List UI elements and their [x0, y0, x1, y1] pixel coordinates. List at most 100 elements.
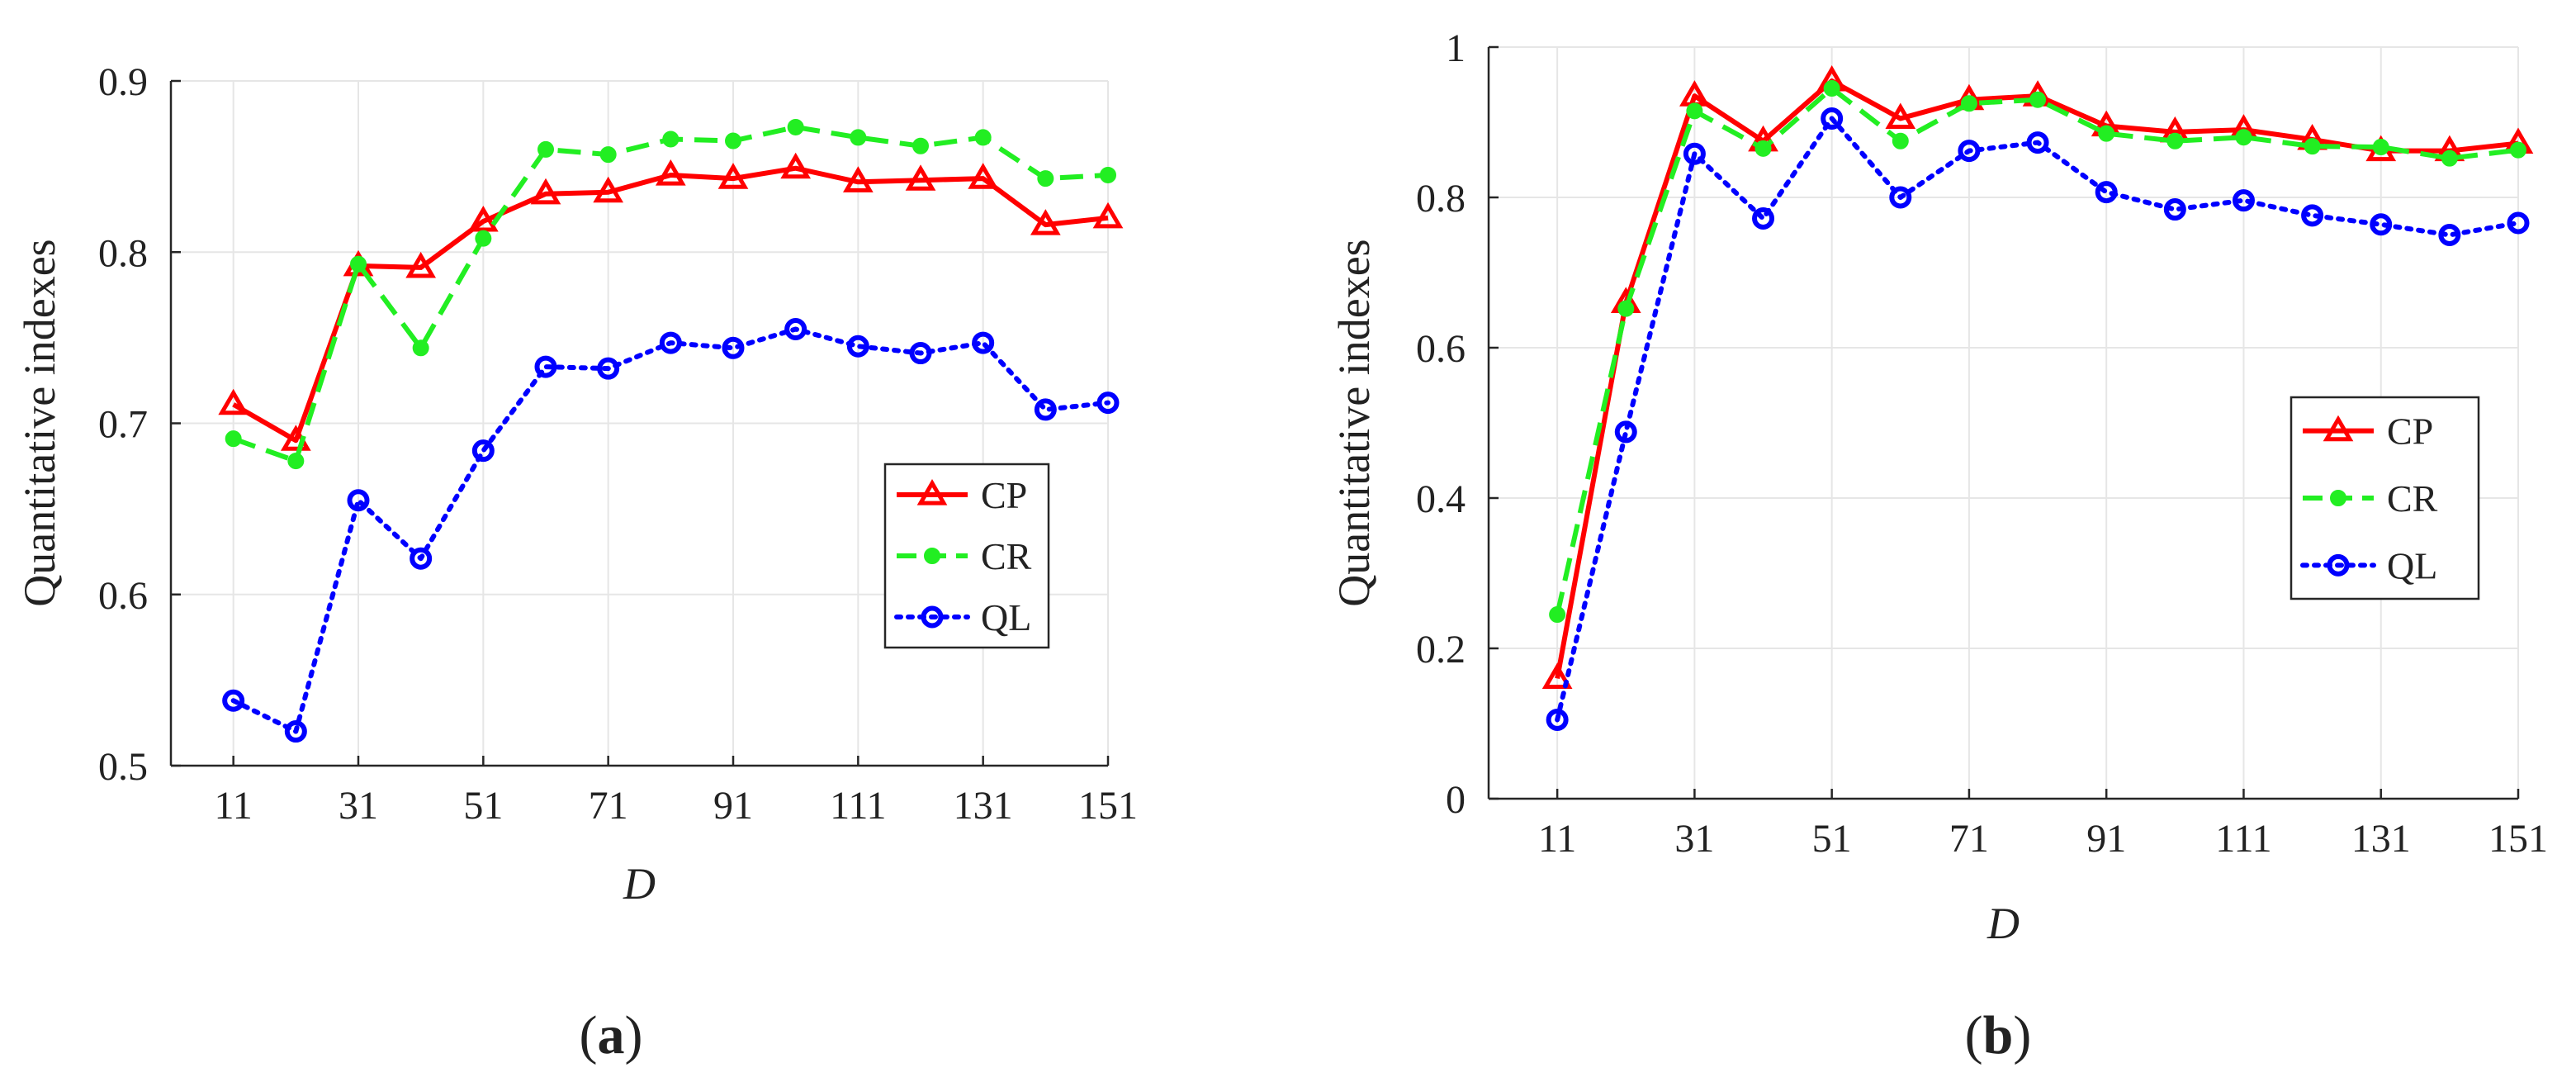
- chart-a: 11 31 51 71 91 111 131 151 0.5 0.6 0.7 0.8 0.9 Quanti…: [15, 60, 1138, 1065]
- data-point-ql: [2438, 224, 2461, 246]
- data-point-ql: [1034, 398, 1057, 421]
- data-point-cr: [225, 430, 242, 448]
- data-point-ql: [222, 689, 245, 712]
- x-tick-label: 111: [830, 784, 886, 828]
- y-tick-label: 0.9: [98, 60, 148, 104]
- data-point-ql: [2232, 189, 2255, 212]
- data-point-cp: [1030, 209, 1061, 235]
- data-point-cp: [593, 176, 624, 203]
- x-tick-label: 31: [339, 784, 378, 828]
- data-point-cr: [2441, 149, 2458, 167]
- data-point-ql: [1889, 186, 1912, 209]
- series-line-ql: [230, 326, 1110, 734]
- x-tick-label: 91: [2086, 817, 2126, 861]
- data-point-ql: [659, 331, 682, 354]
- legend-marker-cr: [924, 548, 940, 564]
- legend-label-ql: QL: [981, 596, 1031, 638]
- data-point-cr: [662, 131, 680, 148]
- data-point-ql: [972, 331, 995, 354]
- x-tick-label: 151: [1078, 784, 1138, 828]
- legend-label-cp: CP: [2387, 410, 2433, 453]
- y-axis-label: Quantitative indexes: [1329, 239, 1379, 606]
- data-point-ql: [2507, 211, 2530, 235]
- series-ql: [222, 318, 1120, 743]
- y-axis-label: Quantitative indexes: [15, 239, 64, 606]
- data-point-cr: [350, 255, 367, 273]
- data-point-ql: [284, 720, 307, 743]
- data-point-cr: [287, 453, 305, 470]
- data-point-cr: [1037, 170, 1054, 187]
- y-tick-label: 0.6: [1416, 327, 1466, 371]
- data-point-cr: [537, 140, 554, 158]
- data-point-ql: [2026, 131, 2049, 154]
- data-point-cp: [405, 251, 437, 278]
- data-point-cp: [842, 166, 874, 192]
- data-point-cp: [530, 178, 561, 205]
- data-point-cp: [467, 205, 499, 232]
- data-point-cr: [2166, 132, 2184, 149]
- data-point-cp: [780, 152, 812, 179]
- data-point-ql: [2163, 198, 2186, 221]
- data-point-ql: [410, 547, 433, 570]
- data-point-cr: [850, 129, 867, 146]
- data-point-cp: [655, 159, 686, 186]
- data-point-ql: [784, 318, 807, 341]
- legend-marker-ql: [921, 605, 944, 629]
- data-point-ql: [2370, 213, 2393, 236]
- data-point-cr: [787, 118, 804, 135]
- panel-label: (b): [1965, 1005, 2032, 1065]
- data-point-cr: [1754, 140, 1772, 157]
- series-cr: [225, 118, 1116, 470]
- data-point-cr: [1617, 300, 1635, 317]
- data-point-cr: [1823, 80, 1840, 97]
- data-point-cr: [1549, 606, 1566, 624]
- y-tick-label: 1: [1446, 26, 1466, 70]
- data-point-ql: [534, 355, 557, 378]
- series-ql: [1546, 107, 2530, 731]
- data-point-ql: [1546, 708, 1569, 731]
- data-point-cr: [2029, 91, 2047, 108]
- data-point-ql: [1821, 107, 1844, 130]
- data-point-cr: [475, 230, 492, 247]
- data-point-ql: [1614, 420, 1637, 444]
- data-point-ql: [347, 489, 370, 512]
- series-line-cr: [1555, 86, 2519, 615]
- y-tick-label: 0: [1446, 778, 1466, 822]
- data-point-cr: [1892, 132, 1909, 149]
- x-tick-label: 11: [1538, 817, 1576, 861]
- data-point-ql: [1096, 392, 1120, 415]
- data-point-cr: [599, 146, 617, 164]
- x-tick-label: 71: [589, 784, 628, 828]
- chart-b: 11 31 51 71 91 111 131 151 0 0.2 0.4 0.6 0.8 1 Quantit…: [1329, 26, 2548, 1065]
- legend: CP CR QL: [883, 463, 1050, 649]
- series-cr: [1549, 80, 2526, 624]
- x-tick-label: 51: [1812, 817, 1852, 861]
- legend-marker-ql: [2327, 553, 2350, 577]
- legend-marker-cr: [2330, 490, 2346, 506]
- data-point-cp: [905, 164, 936, 191]
- data-point-ql: [1958, 140, 1981, 163]
- data-point-cp: [968, 163, 999, 189]
- data-point-cr: [2098, 125, 2115, 142]
- data-point-ql: [1683, 142, 1706, 165]
- data-point-ql: [471, 439, 495, 463]
- series-line-ql: [1555, 116, 2521, 723]
- x-tick-label: 31: [1674, 817, 1714, 861]
- x-tick-label: 131: [2351, 817, 2411, 861]
- x-tick-label: 71: [1949, 817, 1989, 861]
- x-axis-label: D: [623, 859, 656, 909]
- data-point-ql: [909, 342, 932, 365]
- panel-label: (a): [580, 1005, 643, 1065]
- data-point-cp: [1885, 102, 1916, 130]
- y-tick-label: 0.5: [98, 745, 148, 789]
- data-point-cr: [1686, 102, 1703, 120]
- data-point-ql: [2301, 204, 2324, 227]
- x-axis-label: D: [1986, 899, 2020, 948]
- legend-marker-cp: [2323, 415, 2354, 442]
- x-tick-label: 131: [954, 784, 1013, 828]
- data-point-cr: [1960, 95, 1977, 112]
- data-point-cr: [2510, 141, 2526, 159]
- x-tick-label: 151: [2488, 817, 2548, 861]
- x-tick-label: 111: [2215, 817, 2271, 861]
